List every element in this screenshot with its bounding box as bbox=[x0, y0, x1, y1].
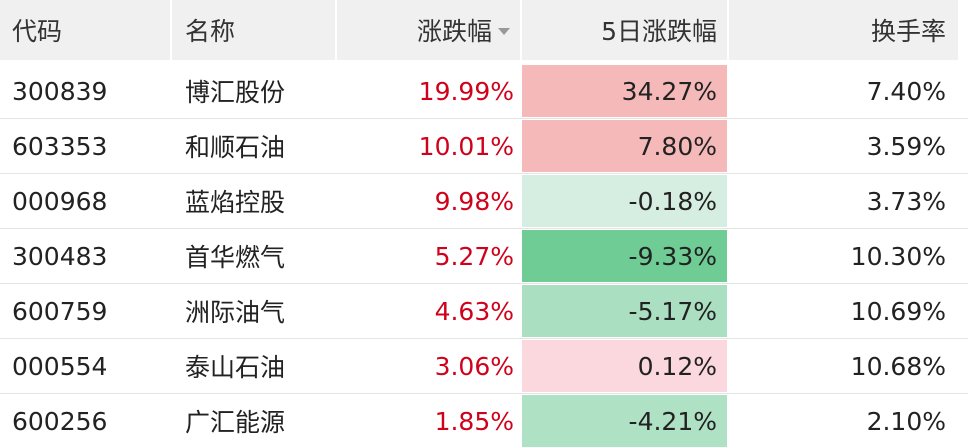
change: 10.01% bbox=[418, 131, 514, 161]
turnover: 10.69% bbox=[850, 296, 946, 326]
change: 3.06% bbox=[434, 351, 514, 381]
turnover: 10.68% bbox=[850, 351, 946, 381]
code: 603353 bbox=[12, 131, 108, 161]
change-5d: -0.18% bbox=[522, 175, 727, 227]
code: 000554 bbox=[12, 351, 108, 381]
change-5d: -4.21% bbox=[522, 395, 727, 447]
change: 1.85% bbox=[434, 406, 514, 436]
change: 9.98% bbox=[434, 186, 514, 216]
code: 600759 bbox=[12, 296, 108, 326]
row-separator bbox=[0, 173, 968, 174]
header-cell[interactable]: 代码 bbox=[0, 0, 170, 60]
change-5d: 7.80% bbox=[522, 120, 727, 172]
code: 300839 bbox=[12, 76, 108, 106]
name: 和顺石油 bbox=[185, 133, 286, 162]
row-separator bbox=[0, 283, 968, 284]
change-5d: -5.17% bbox=[522, 285, 727, 337]
header-cell[interactable]: 名称 bbox=[172, 0, 335, 60]
turnover: 10.30% bbox=[850, 241, 946, 271]
name: 泰山石油 bbox=[185, 353, 286, 382]
row-separator bbox=[0, 393, 968, 394]
code: 000968 bbox=[12, 186, 108, 216]
header-cell[interactable]: 换手率 bbox=[729, 0, 958, 60]
row-separator bbox=[0, 118, 968, 119]
turnover: 7.40% bbox=[866, 76, 946, 106]
turnover: 3.73% bbox=[866, 186, 946, 216]
change: 19.99% bbox=[418, 76, 514, 106]
row-separator bbox=[0, 228, 968, 229]
header-cell[interactable]: 5日涨跌幅 bbox=[522, 0, 727, 60]
code: 600256 bbox=[12, 406, 108, 436]
row-separator bbox=[0, 338, 968, 339]
turnover: 2.10% bbox=[866, 406, 946, 436]
change: 5.27% bbox=[434, 241, 514, 271]
name: 博汇股份 bbox=[185, 78, 286, 107]
sort-arrow bbox=[498, 28, 510, 35]
turnover: 3.59% bbox=[866, 131, 946, 161]
name: 洲际油气 bbox=[185, 298, 286, 327]
name: 广汇能源 bbox=[185, 408, 286, 437]
name: 首华燃气 bbox=[185, 243, 286, 272]
header-cell[interactable]: 涨跌幅 bbox=[337, 0, 520, 60]
code: 300483 bbox=[12, 241, 108, 271]
change: 4.63% bbox=[434, 296, 514, 326]
name: 蓝焰控股 bbox=[185, 188, 286, 217]
change-5d: 34.27% bbox=[522, 65, 727, 117]
change-5d: 0.12% bbox=[522, 340, 727, 392]
change-5d: -9.33% bbox=[522, 230, 727, 282]
